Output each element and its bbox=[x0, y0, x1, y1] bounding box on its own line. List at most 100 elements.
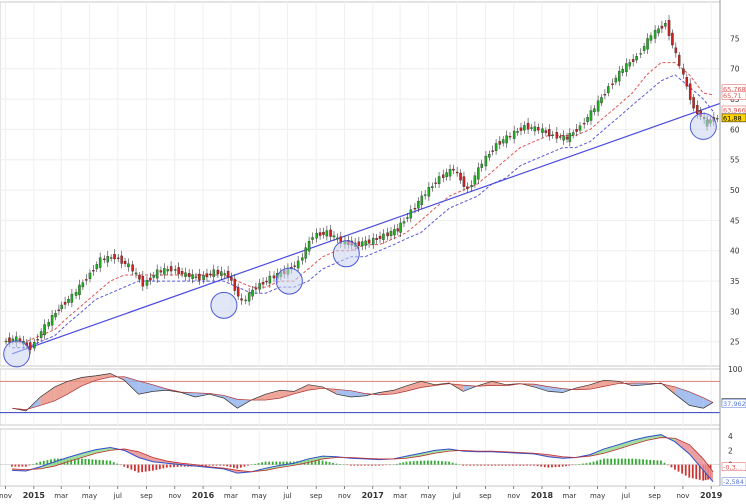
candle bbox=[491, 150, 494, 152]
candle bbox=[537, 127, 540, 131]
price-tick-label: 70 bbox=[730, 65, 740, 74]
histogram-bar bbox=[543, 464, 546, 468]
candle bbox=[628, 62, 632, 67]
candle bbox=[586, 117, 589, 122]
candle bbox=[371, 238, 375, 245]
candle bbox=[618, 70, 621, 82]
osc-signal-line bbox=[12, 376, 714, 410]
candle bbox=[420, 195, 424, 206]
panel-frame bbox=[0, 1, 721, 367]
histogram-bar bbox=[42, 460, 45, 465]
candle bbox=[318, 232, 322, 236]
histogram-bar bbox=[487, 464, 490, 466]
histogram-bar bbox=[236, 464, 239, 469]
histogram-bar bbox=[533, 464, 535, 466]
candle bbox=[272, 275, 276, 279]
candle bbox=[519, 127, 523, 131]
histogram-bar bbox=[289, 461, 292, 465]
histogram-bar bbox=[381, 464, 384, 466]
histogram-bar bbox=[50, 459, 52, 465]
candle bbox=[413, 208, 417, 210]
candle bbox=[103, 258, 106, 261]
candle bbox=[402, 221, 406, 224]
candle bbox=[462, 176, 466, 187]
candle bbox=[169, 266, 173, 272]
candle bbox=[653, 30, 657, 39]
candle bbox=[614, 77, 618, 83]
candle bbox=[533, 126, 537, 132]
candle bbox=[247, 292, 251, 302]
candle bbox=[159, 270, 163, 273]
price-tick-label: 55 bbox=[730, 156, 740, 165]
histogram-bar bbox=[378, 464, 381, 466]
histogram-bar bbox=[282, 461, 285, 465]
histogram-bar bbox=[119, 464, 122, 466]
candle bbox=[57, 309, 61, 311]
histogram-bar bbox=[571, 464, 574, 466]
histogram-bar bbox=[332, 462, 334, 465]
candle bbox=[81, 282, 85, 288]
histogram-bar bbox=[325, 461, 327, 465]
histogram-bar bbox=[652, 460, 655, 465]
x-tick-label: nov bbox=[0, 492, 12, 500]
histogram-bar bbox=[433, 460, 436, 465]
last-value-label: 61,88 bbox=[723, 114, 742, 122]
x-tick-label: 2018 bbox=[531, 491, 554, 500]
histogram-bar bbox=[497, 464, 500, 466]
histogram-bar bbox=[35, 462, 38, 465]
candle bbox=[95, 264, 99, 270]
last-value-label: -2,584 bbox=[723, 478, 744, 486]
last-value-label: -0,3... bbox=[723, 463, 742, 471]
histogram-bar bbox=[660, 460, 662, 465]
histogram-bar bbox=[695, 464, 698, 480]
histogram-bar bbox=[419, 460, 422, 465]
candle bbox=[28, 342, 32, 351]
macd-cloud bbox=[604, 444, 619, 454]
candle bbox=[191, 274, 194, 279]
candle bbox=[357, 241, 361, 246]
histogram-bar bbox=[73, 458, 76, 465]
histogram-bar bbox=[342, 464, 345, 466]
candle bbox=[47, 322, 50, 327]
x-tick-label: mar bbox=[562, 492, 576, 500]
panel-frame bbox=[0, 428, 721, 487]
histogram-bar bbox=[582, 463, 584, 465]
candle bbox=[646, 38, 649, 50]
histogram-bar bbox=[558, 464, 561, 467]
histogram-bar bbox=[77, 458, 80, 465]
histogram-bar bbox=[155, 464, 158, 470]
candle bbox=[375, 238, 378, 241]
x-tick-label: mar bbox=[224, 492, 238, 500]
candle bbox=[311, 237, 314, 240]
candle bbox=[437, 176, 441, 185]
macd-cloud bbox=[95, 447, 111, 454]
histogram-bar bbox=[335, 463, 338, 465]
candle bbox=[92, 270, 95, 272]
candle bbox=[548, 129, 551, 137]
candle bbox=[664, 22, 667, 27]
candle bbox=[212, 269, 216, 277]
candle bbox=[649, 35, 653, 41]
candle bbox=[621, 68, 624, 73]
histogram-bar bbox=[109, 460, 112, 465]
highlight-circle bbox=[332, 240, 360, 268]
osc-cloud bbox=[54, 381, 68, 401]
histogram-bar bbox=[389, 464, 391, 466]
histogram-bar bbox=[81, 458, 83, 465]
osc-cloud bbox=[632, 383, 647, 386]
candle bbox=[393, 229, 396, 236]
candle bbox=[244, 299, 247, 302]
candle bbox=[571, 132, 575, 136]
histogram-bar bbox=[144, 464, 147, 472]
candle bbox=[541, 128, 544, 133]
candle bbox=[166, 269, 169, 272]
candle bbox=[43, 324, 46, 336]
histogram-bar bbox=[596, 460, 598, 465]
histogram-bar bbox=[21, 464, 24, 467]
last-value-tag bbox=[721, 462, 746, 472]
osc-cloud bbox=[406, 381, 421, 392]
candle bbox=[459, 172, 462, 181]
candle bbox=[667, 20, 671, 37]
